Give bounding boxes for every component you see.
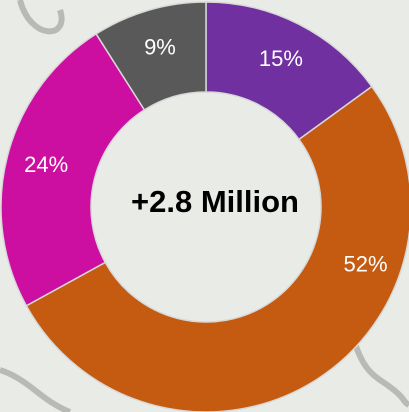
data-label: 9% xyxy=(144,34,176,59)
data-label: 15% xyxy=(259,46,303,71)
background-curve xyxy=(0,367,72,412)
donut-slice xyxy=(25,85,409,412)
donut-slice xyxy=(95,1,207,111)
background-curve xyxy=(17,0,65,35)
data-label: 52% xyxy=(344,251,388,276)
donut-slice xyxy=(0,32,146,307)
center-label: +2.8 Million xyxy=(131,184,299,219)
data-label: 24% xyxy=(24,152,68,177)
